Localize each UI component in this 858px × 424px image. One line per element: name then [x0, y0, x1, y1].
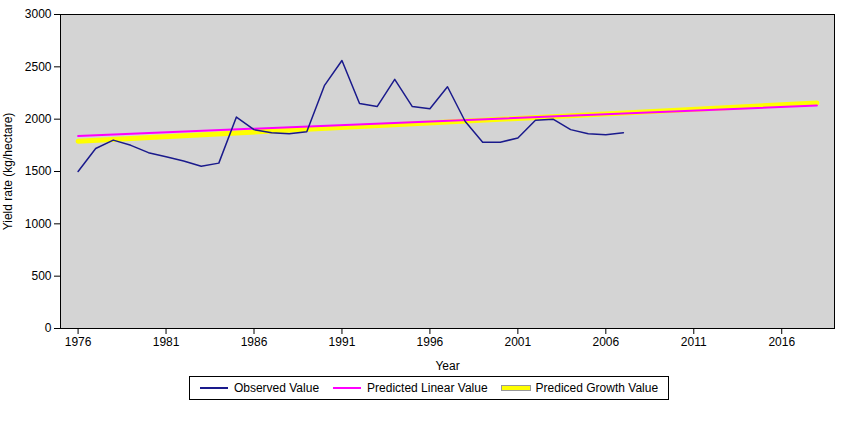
svg-text:1996: 1996: [417, 335, 444, 349]
svg-text:Yield rate (kg/hectare): Yield rate (kg/hectare): [1, 113, 15, 231]
svg-text:1981: 1981: [153, 335, 180, 349]
svg-text:2000: 2000: [25, 112, 52, 126]
svg-text:2001: 2001: [505, 335, 532, 349]
svg-text:1000: 1000: [25, 217, 52, 231]
svg-text:2016: 2016: [768, 335, 795, 349]
svg-text:1986: 1986: [241, 335, 268, 349]
svg-text:1500: 1500: [25, 164, 52, 178]
svg-text:2500: 2500: [25, 60, 52, 74]
html-text:Prediced Growth Value: Prediced Growth Value: [535, 381, 659, 395]
svg-text:1991: 1991: [329, 335, 356, 349]
svg-text:0: 0: [45, 321, 52, 335]
svg-text:2011: 2011: [681, 335, 707, 349]
html-text:Observed Value: Observed Value: [233, 381, 320, 395]
svg-text:Year: Year: [435, 359, 459, 373]
svg-text:500: 500: [31, 269, 51, 283]
svg-text:2006: 2006: [592, 335, 619, 349]
svg-text:1976: 1976: [65, 335, 92, 349]
svg-text:3000: 3000: [25, 7, 52, 21]
html-text:Predicted Linear Value: Predicted Linear Value: [367, 381, 488, 395]
